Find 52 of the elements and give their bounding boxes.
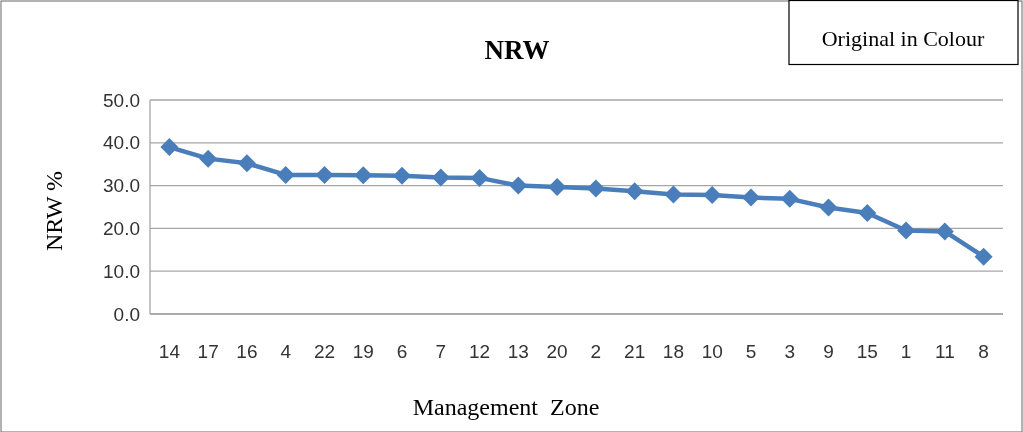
x-tick-label: 19 — [352, 341, 374, 362]
y-axis-title: NRW % — [41, 170, 67, 252]
x-tick-label: 15 — [856, 341, 878, 362]
point — [780, 189, 799, 208]
point — [703, 186, 722, 205]
point — [509, 176, 528, 195]
x-axis-title: Management Zone — [412, 394, 600, 420]
x-tick-label: 22 — [313, 341, 336, 362]
x-tick-label: 3 — [784, 341, 796, 362]
y-tick-label: 20.0 — [103, 218, 140, 240]
x-tick-label: 2 — [590, 341, 602, 362]
point — [935, 222, 954, 241]
point — [625, 182, 644, 201]
chart-title: NRW — [484, 35, 550, 65]
point — [160, 138, 179, 157]
y-tick-label: 40.0 — [103, 132, 140, 154]
point — [974, 247, 993, 266]
x-tick-label: 4 — [280, 341, 292, 362]
x-tick-label: 8 — [978, 341, 989, 362]
y-tick-label: 30.0 — [103, 175, 140, 197]
point — [199, 149, 218, 168]
x-tick-label: 20 — [546, 341, 568, 362]
x-tick-label: 21 — [624, 341, 646, 362]
x-tick-label: 17 — [197, 341, 219, 362]
point — [741, 188, 760, 207]
x-tick-label: 6 — [396, 341, 408, 362]
point — [431, 168, 450, 187]
point — [664, 185, 683, 204]
point — [354, 166, 373, 185]
text: Original in Colour — [821, 26, 985, 51]
x-tick-label: 5 — [745, 341, 757, 362]
point — [897, 221, 916, 240]
x-tick-label: 14 — [158, 341, 181, 362]
point — [586, 179, 605, 198]
point — [470, 168, 489, 187]
point — [858, 203, 877, 222]
x-tick-label: 18 — [662, 341, 684, 362]
x-tick-label: 11 — [934, 341, 955, 362]
point — [315, 165, 334, 184]
y-tick-label: 0.0 — [113, 303, 140, 325]
x-tick-label: 12 — [469, 341, 491, 362]
x-tick-label: 1 — [900, 341, 912, 362]
x-tick-label: 9 — [823, 341, 834, 362]
x-tick-label: 7 — [435, 341, 447, 362]
point — [276, 165, 295, 184]
y-tick-label: 10.0 — [103, 260, 140, 282]
x-tick-label: 16 — [236, 341, 258, 362]
x-tick-label: 10 — [701, 341, 723, 362]
point — [237, 154, 256, 173]
y-tick-label: 50.0 — [103, 89, 140, 111]
x-tick-label: 13 — [507, 341, 529, 362]
point — [819, 198, 838, 217]
